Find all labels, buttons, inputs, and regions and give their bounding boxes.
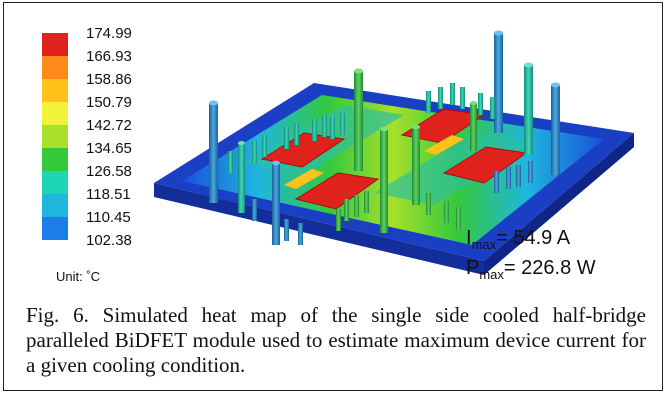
max-power-symbol: P: [466, 257, 480, 279]
legend-swatch-3: [42, 79, 68, 102]
baseplate-side: [484, 133, 634, 275]
legend-tick: 118.51: [86, 186, 131, 203]
terminal-pin: [494, 33, 503, 133]
terminal-pin: [238, 143, 245, 213]
baseplate-edge: [154, 183, 484, 275]
terminal-pin-top: [551, 82, 560, 88]
terminal-pin: [209, 103, 218, 203]
max-current-subscript: max: [471, 237, 497, 252]
max-power-readout: Pmax= 226.8 W: [466, 257, 596, 282]
terminal-pin-top: [412, 124, 420, 130]
legend-swatch-1: [42, 33, 68, 56]
heat-map-illustration: [154, 30, 634, 275]
terminal-pin-top: [238, 141, 245, 145]
max-current-value: = 54.9 A: [496, 227, 571, 249]
terminal-pin: [380, 129, 388, 233]
terminal-pin: [524, 65, 533, 155]
short-pins: [228, 83, 533, 245]
hot-device: [400, 108, 486, 144]
legend-swatch-8: [42, 194, 68, 217]
terminal-pin: [272, 163, 280, 245]
legend-tick: 110.45: [86, 209, 131, 226]
legend-swatch-5: [42, 125, 68, 148]
figure-frame: 174.99 166.93 158.86 150.79 142.72 134.6…: [3, 2, 663, 391]
terminal-pin-top: [209, 100, 218, 106]
unit-label: Unit: ˚C: [56, 269, 101, 284]
terminal-pin: [354, 71, 363, 171]
max-current-symbol: I: [466, 227, 472, 249]
legend-tick: 126.58: [86, 163, 132, 180]
max-current-readout: Imax= 54.9 A: [466, 227, 570, 252]
legend-swatch-7: [42, 171, 68, 194]
legend-tick: 102.38: [86, 232, 132, 249]
legend-swatch-9: [42, 217, 68, 240]
terminal-pin: [470, 103, 477, 151]
hot-device: [260, 132, 346, 168]
max-power-subscript: max: [479, 267, 504, 282]
legend-swatch-2: [42, 56, 68, 79]
legend-tick: 134.65: [86, 140, 132, 157]
hot-zone: [424, 135, 464, 155]
legend-tick: 150.79: [86, 94, 132, 111]
figure-caption: Fig. 6. Simulated heat map of the single…: [26, 303, 646, 377]
legend-tick: 158.86: [86, 71, 132, 88]
legend-swatch-4: [42, 102, 68, 125]
legend-tick: 166.93: [86, 48, 132, 65]
legend-tick: 174.99: [86, 25, 132, 42]
legend-swatch-6: [42, 148, 68, 171]
terminal-pin-top: [272, 160, 280, 166]
hot-device: [294, 172, 380, 210]
terminal-pin-top: [470, 101, 477, 105]
terminal-pin-top: [494, 30, 503, 36]
terminal-pin-top: [354, 68, 363, 74]
terminal-pin: [551, 85, 560, 175]
terminal-pin-top: [380, 126, 388, 132]
max-power-value: = 226.8 W: [503, 257, 596, 279]
legend-tick: 142.72: [86, 117, 132, 134]
terminal-pin: [412, 127, 420, 205]
terminal-pin-top: [524, 62, 533, 68]
hot-zone: [284, 169, 324, 189]
